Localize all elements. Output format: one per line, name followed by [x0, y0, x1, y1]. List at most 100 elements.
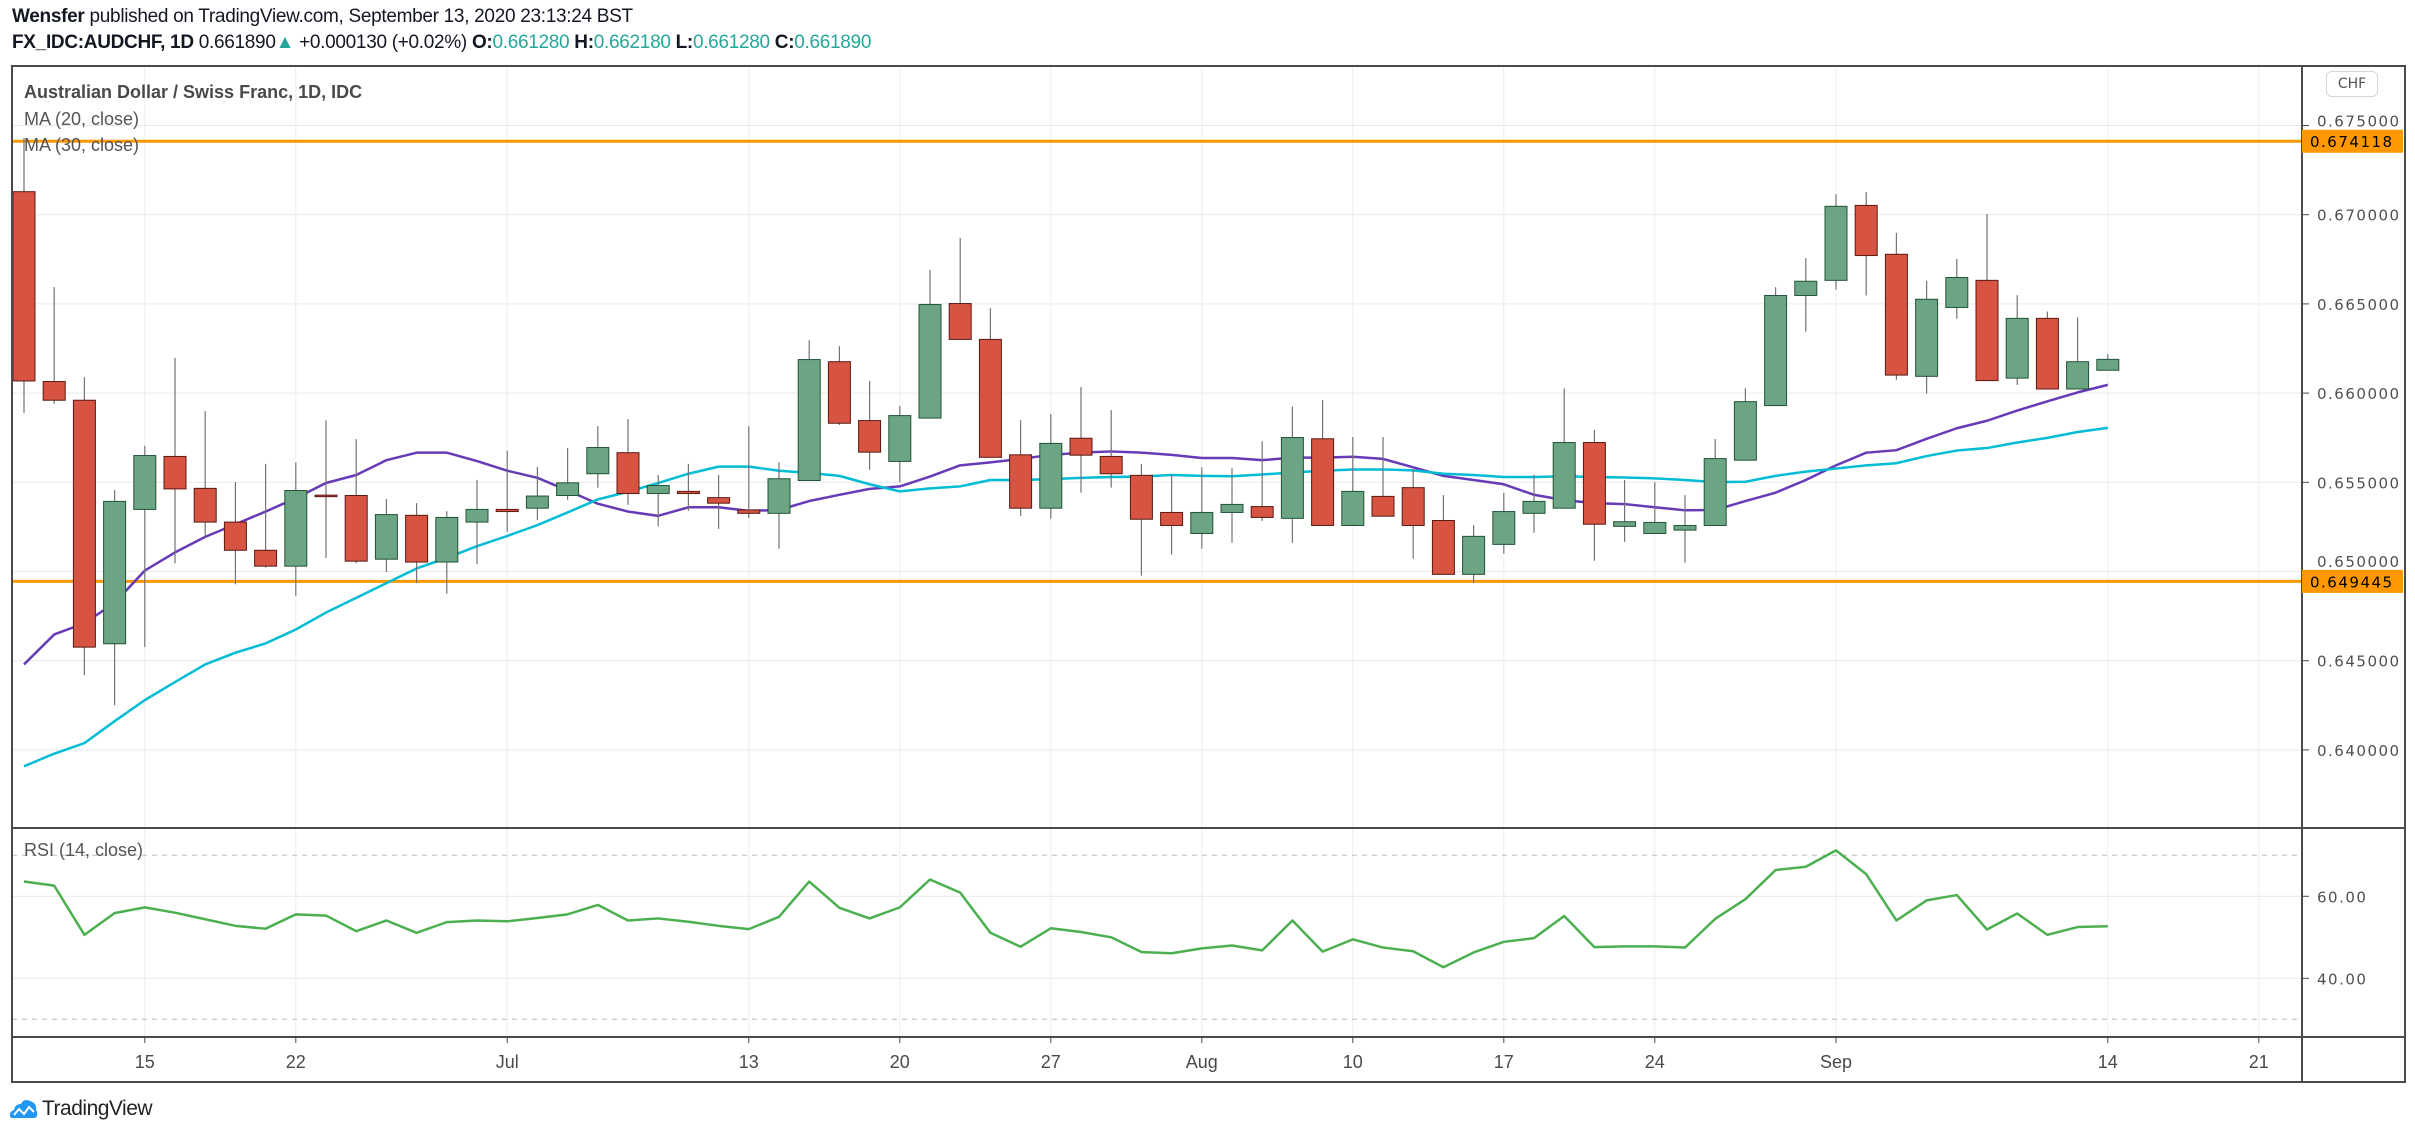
candle[interactable]: [827, 346, 851, 425]
candle-body-up: [767, 478, 791, 514]
time-tick-label: Jul: [496, 1052, 519, 1072]
candle[interactable]: [1129, 463, 1153, 576]
candle[interactable]: [586, 426, 610, 488]
symbol-label: FX_IDC:AUDCHF, 1D: [12, 32, 194, 53]
candle[interactable]: [1824, 194, 1848, 290]
candle[interactable]: [1643, 482, 1667, 535]
candle-body-up: [797, 359, 821, 482]
candle[interactable]: [1764, 287, 1788, 407]
candle[interactable]: [1703, 439, 1727, 526]
legend-ma30[interactable]: MA (30, close): [24, 135, 140, 155]
candle[interactable]: [1431, 495, 1455, 575]
candle[interactable]: [616, 418, 640, 505]
candle[interactable]: [1945, 258, 1969, 319]
rsi-axis[interactable]: 60.00 40.00: [2302, 888, 2367, 988]
candle[interactable]: [1915, 280, 1939, 394]
candle[interactable]: [1280, 406, 1304, 543]
price-axis[interactable]: 0.675000 0.670000 0.665000 0.660000 0.655000…: [2302, 113, 2401, 760]
candlestick-series[interactable]: [12, 137, 2120, 706]
candle[interactable]: [918, 270, 942, 419]
candle[interactable]: [737, 426, 761, 518]
candle[interactable]: [1673, 495, 1697, 563]
candle[interactable]: [888, 405, 912, 483]
candle[interactable]: [163, 357, 187, 564]
candle[interactable]: [1884, 232, 1908, 380]
candle[interactable]: [1492, 493, 1516, 554]
candle[interactable]: [374, 498, 398, 572]
candle-body-down: [1160, 511, 1184, 526]
candle-body-up: [1492, 511, 1516, 545]
candle[interactable]: [465, 479, 489, 565]
candle[interactable]: [1190, 467, 1214, 549]
candle-body-down: [1069, 437, 1093, 456]
candle[interactable]: [1733, 388, 1757, 461]
candle[interactable]: [1341, 436, 1365, 526]
candle[interactable]: [1613, 479, 1637, 542]
candle[interactable]: [284, 462, 308, 596]
candle[interactable]: [1552, 388, 1576, 509]
candle[interactable]: [858, 380, 882, 470]
candle[interactable]: [1250, 441, 1274, 521]
candle[interactable]: [707, 474, 731, 529]
candle-body-up: [1220, 503, 1244, 513]
candle[interactable]: [314, 420, 338, 558]
candle[interactable]: [556, 448, 580, 500]
candle[interactable]: [133, 445, 157, 648]
candle[interactable]: [2005, 295, 2029, 385]
candle-body-down: [12, 191, 36, 382]
tradingview-logo[interactable]: TradingView: [10, 1097, 153, 1121]
candle[interactable]: [1462, 525, 1486, 584]
author-name[interactable]: Wensfer: [12, 6, 85, 27]
candle[interactable]: [2035, 311, 2059, 390]
candle[interactable]: [72, 377, 96, 675]
candle-body-up: [1824, 205, 1848, 281]
legend-rsi[interactable]: RSI (14, close): [24, 840, 144, 860]
candle[interactable]: [525, 466, 549, 520]
legend-ma20[interactable]: MA (20, close): [24, 109, 140, 129]
candle[interactable]: [1371, 436, 1395, 517]
candle-body-down: [1099, 455, 1123, 475]
candle[interactable]: [797, 340, 821, 482]
candle[interactable]: [1854, 192, 1878, 296]
candle[interactable]: [12, 137, 36, 413]
candle[interactable]: [193, 410, 217, 537]
series-title[interactable]: Australian Dollar / Swiss Franc, 1D, IDC: [24, 82, 363, 102]
ma30-line: [23, 426, 2108, 768]
candle[interactable]: [495, 450, 519, 532]
candle[interactable]: [1522, 474, 1546, 533]
candle[interactable]: [223, 482, 247, 585]
candle[interactable]: [1311, 400, 1335, 526]
candle[interactable]: [405, 503, 429, 584]
candle[interactable]: [344, 439, 368, 564]
currency-button[interactable]: CHF: [2326, 71, 2378, 97]
candle[interactable]: [1582, 429, 1606, 561]
candle[interactable]: [1160, 474, 1184, 555]
candle[interactable]: [254, 463, 278, 568]
candle[interactable]: [1039, 413, 1063, 519]
candle[interactable]: [435, 511, 459, 594]
candle[interactable]: [103, 490, 127, 706]
candle[interactable]: [1009, 420, 1033, 516]
time-tick-label: 20: [890, 1052, 910, 1072]
time-axis[interactable]: 15 22 Jul 13 20 27 Aug 10 17 24 Sep 14 21: [135, 1037, 2269, 1072]
candle[interactable]: [767, 462, 791, 549]
candle[interactable]: [1794, 258, 1818, 332]
candle[interactable]: [2066, 317, 2090, 390]
candle[interactable]: [948, 237, 972, 340]
candle[interactable]: [1975, 213, 1999, 382]
candle-body-up: [2096, 358, 2120, 371]
candle[interactable]: [1069, 387, 1093, 493]
candle[interactable]: [978, 308, 1002, 458]
candle[interactable]: [42, 287, 66, 404]
candle[interactable]: [646, 474, 670, 527]
candle[interactable]: [2096, 354, 2120, 371]
rsi-pane[interactable]: [23, 849, 2108, 969]
horizontal-levels[interactable]: [12, 139, 2302, 583]
candle[interactable]: [1099, 410, 1123, 488]
candle[interactable]: [1401, 469, 1425, 559]
time-tick-label: 13: [739, 1052, 759, 1072]
candle[interactable]: [1220, 468, 1244, 543]
candle[interactable]: [676, 463, 700, 511]
candle-body-down: [978, 338, 1002, 458]
